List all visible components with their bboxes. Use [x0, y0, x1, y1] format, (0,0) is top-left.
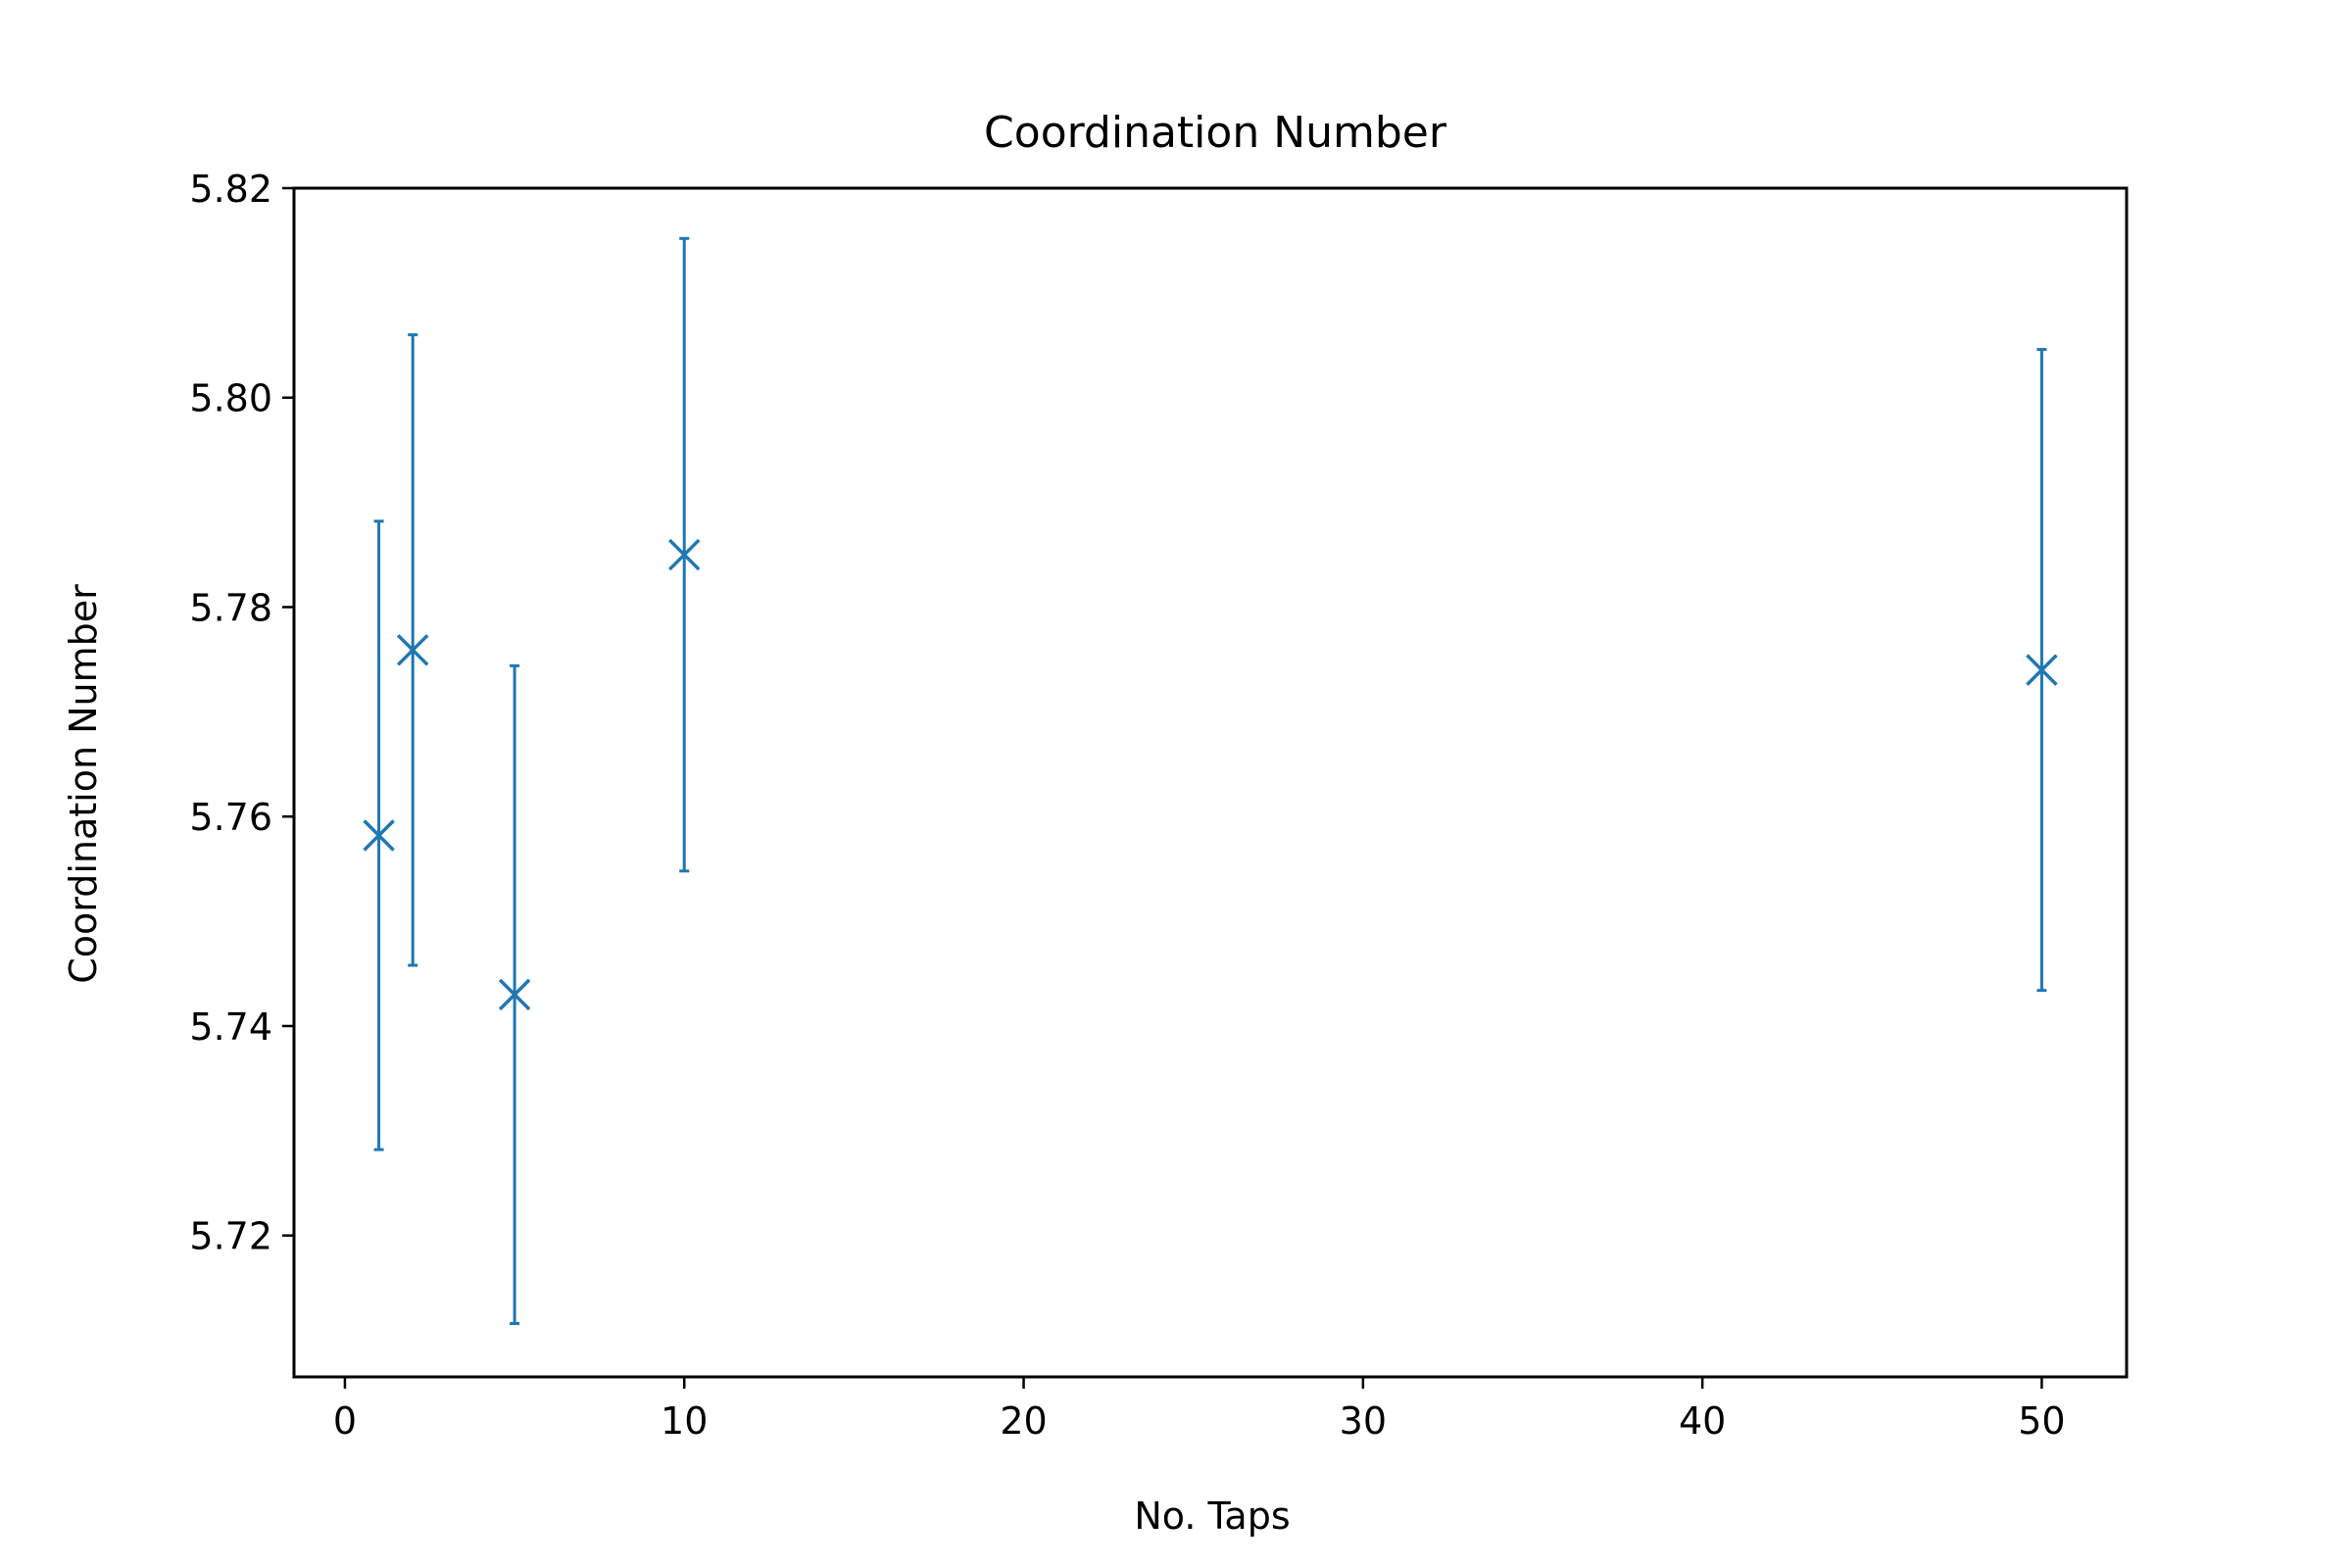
x-tick-label: 0 — [333, 1399, 357, 1443]
x-tick-label: 50 — [2018, 1399, 2065, 1443]
y-tick-label: 5.72 — [189, 1215, 272, 1258]
data-point-marker — [396, 634, 429, 666]
x-axis-label: No. Taps — [1134, 1494, 1290, 1538]
x-tick-label: 30 — [1340, 1399, 1387, 1443]
x-tick-label: 10 — [661, 1399, 708, 1443]
data-point-marker — [498, 978, 531, 1011]
x-tick-label: 20 — [1000, 1399, 1047, 1443]
data-point-marker — [363, 819, 395, 852]
plot-frame — [292, 186, 2129, 1379]
data-point-marker — [2026, 654, 2058, 686]
chart-title: Coordination Number — [984, 108, 1447, 158]
y-tick-label: 5.80 — [189, 377, 272, 420]
x-tick-label: 40 — [1679, 1399, 1726, 1443]
data-marks-group — [363, 236, 2058, 1325]
y-tick-label: 5.78 — [189, 586, 272, 629]
y-axis-label: Coordination Number — [62, 584, 105, 984]
data-point-marker — [668, 538, 701, 571]
axis-ticks-group: 0 10 20 30 40 50 5.72 5.74 5.76 5.78 5.80 5.82 — [189, 168, 2065, 1443]
y-tick-label: 5.82 — [189, 168, 272, 211]
y-tick-label: 5.76 — [189, 796, 272, 839]
y-tick-label: 5.74 — [189, 1005, 272, 1049]
